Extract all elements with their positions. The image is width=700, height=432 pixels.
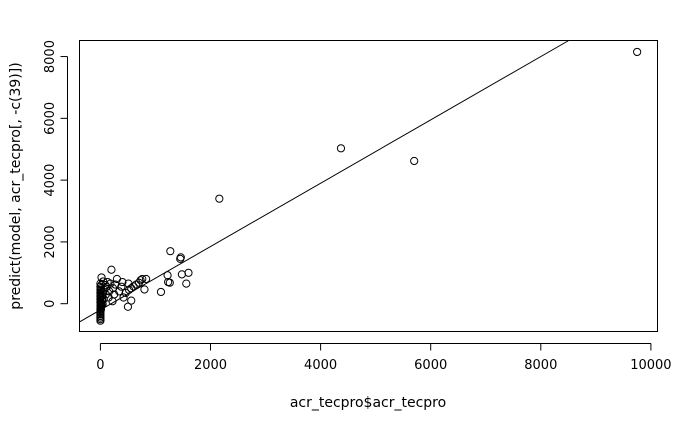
data-point bbox=[96, 279, 105, 288]
reference-line bbox=[79, 40, 569, 323]
y-tick-label: 2000 bbox=[43, 225, 58, 258]
data-point bbox=[177, 270, 186, 279]
data-point bbox=[127, 296, 136, 305]
x-tick-label: 6000 bbox=[414, 358, 447, 373]
data-point bbox=[119, 293, 128, 302]
data-point bbox=[97, 295, 107, 305]
data-point bbox=[182, 279, 191, 288]
data-point bbox=[123, 302, 133, 311]
data-point bbox=[97, 281, 106, 290]
x-tick-label: 0 bbox=[96, 358, 104, 373]
plot-frame bbox=[79, 40, 658, 332]
data-point bbox=[142, 274, 151, 284]
x-tick-label: 10000 bbox=[630, 358, 671, 373]
y-tick-label: 8000 bbox=[43, 40, 58, 73]
data-point bbox=[163, 271, 172, 280]
data-point bbox=[166, 247, 175, 256]
data-points bbox=[96, 47, 642, 325]
data-point bbox=[140, 285, 149, 294]
x-tick-label: 4000 bbox=[304, 358, 337, 373]
x-tick-label: 2000 bbox=[194, 358, 227, 373]
data-point bbox=[96, 282, 105, 291]
data-point bbox=[156, 287, 166, 297]
data-point bbox=[97, 273, 106, 282]
data-point bbox=[96, 316, 105, 325]
data-point bbox=[117, 282, 126, 291]
data-point bbox=[112, 274, 122, 284]
data-point bbox=[136, 276, 145, 285]
y-tick-label: 4000 bbox=[43, 164, 58, 197]
data-point bbox=[124, 279, 133, 288]
data-point bbox=[176, 254, 185, 264]
y-tick-label: 0 bbox=[43, 300, 58, 308]
data-point bbox=[98, 299, 107, 309]
data-point bbox=[127, 284, 136, 293]
data-point bbox=[96, 305, 106, 314]
x-tick-label: 8000 bbox=[524, 358, 557, 373]
data-point bbox=[336, 144, 346, 153]
data-point bbox=[184, 268, 193, 277]
data-point bbox=[96, 285, 105, 294]
y-axis-label: predict(model, acr_tecpro[, -c(39)]) bbox=[8, 62, 24, 309]
data-point bbox=[97, 291, 107, 301]
data-point bbox=[215, 194, 224, 203]
x-axis-label: acr_tecpro$acr_tecpro bbox=[290, 395, 446, 411]
x-axis: 0 2000 4000 6000 8000 10000 bbox=[96, 343, 672, 373]
y-tick-label: 6000 bbox=[43, 102, 58, 135]
data-point bbox=[633, 47, 642, 57]
data-point bbox=[107, 265, 116, 274]
y-axis: 0 2000 4000 6000 8000 bbox=[43, 40, 68, 308]
data-point bbox=[410, 156, 419, 166]
